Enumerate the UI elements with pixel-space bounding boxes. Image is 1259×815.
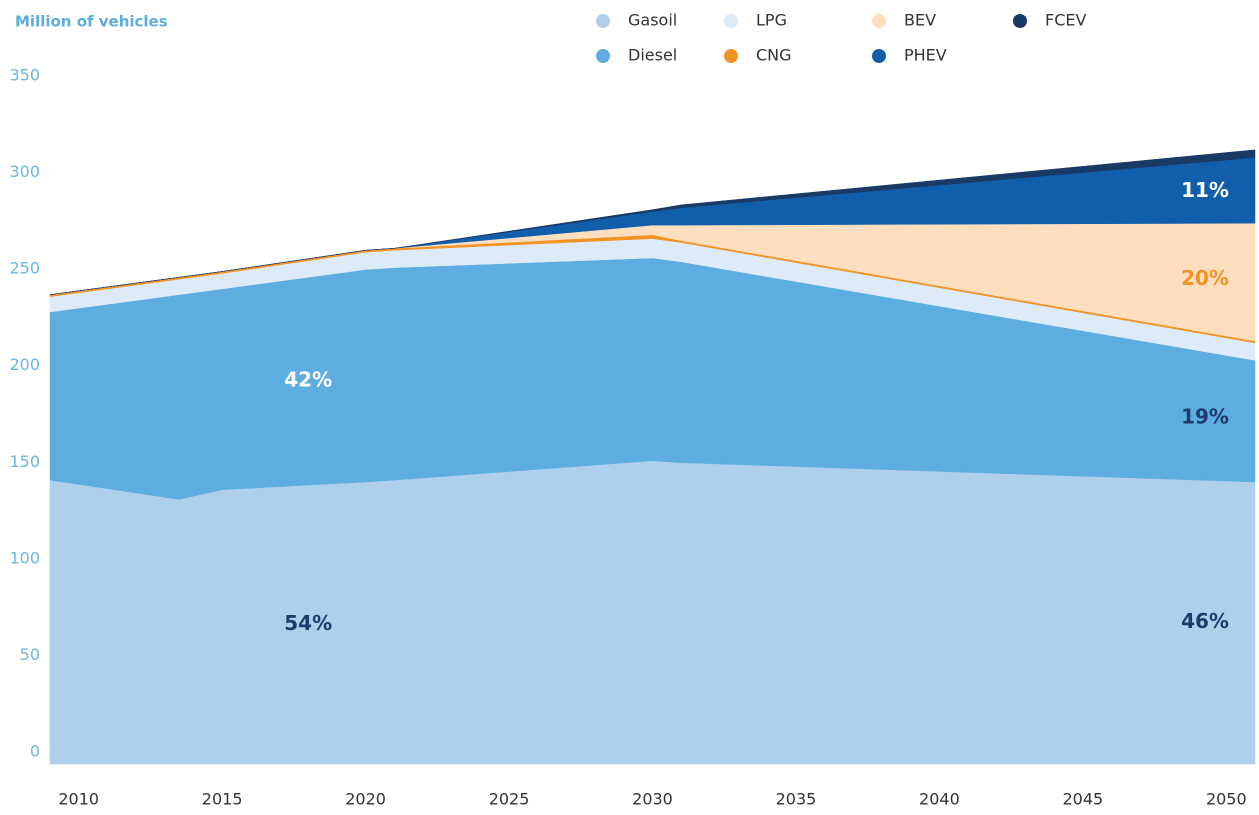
annotation: 46%	[1181, 609, 1229, 633]
y-tick-label: 0	[30, 742, 40, 761]
x-tick-label: 2010	[58, 790, 99, 809]
annotation: 42%	[284, 368, 332, 392]
legend-label: Diesel	[628, 46, 677, 65]
area	[49, 460, 1256, 765]
x-tick-label: 2020	[345, 790, 386, 809]
legend-label: FCEV	[1045, 11, 1086, 30]
legend-label: CNG	[756, 46, 792, 65]
legend-swatch	[596, 49, 610, 63]
y-tick-label: 250	[9, 259, 40, 278]
annotation: 54%	[284, 611, 332, 635]
y-tick-label: 50	[20, 645, 40, 664]
legend-label: Gasoil	[628, 11, 677, 30]
annotation: 11%	[1181, 178, 1229, 202]
x-tick-label: 2025	[489, 790, 530, 809]
legend-swatch	[1013, 14, 1027, 28]
y-tick-label: 150	[9, 452, 40, 471]
y-tick-label: 300	[9, 162, 40, 181]
area	[49, 149, 1256, 295]
legend-swatch	[724, 14, 738, 28]
legend-swatch	[596, 14, 610, 28]
x-tick-label: 2050	[1206, 790, 1247, 809]
legend-label: LPG	[756, 11, 787, 30]
y-tick-label: 350	[9, 66, 40, 85]
annotation: 19%	[1181, 405, 1229, 429]
legend-label: PHEV	[904, 46, 947, 65]
y-tick-label: 100	[9, 548, 40, 567]
y-axis-label: Million of vehicles	[15, 13, 168, 31]
legend-label: BEV	[904, 11, 936, 30]
legend-swatch	[872, 14, 886, 28]
y-tick-label: 200	[9, 355, 40, 374]
x-tick-label: 2035	[776, 790, 817, 809]
legend-swatch	[724, 49, 738, 63]
x-tick-label: 2015	[202, 790, 243, 809]
x-tick-label: 2040	[919, 790, 960, 809]
legend-swatch	[872, 49, 886, 63]
x-tick-label: 2045	[1062, 790, 1103, 809]
x-tick-label: 2030	[632, 790, 673, 809]
annotation: 20%	[1181, 266, 1229, 290]
